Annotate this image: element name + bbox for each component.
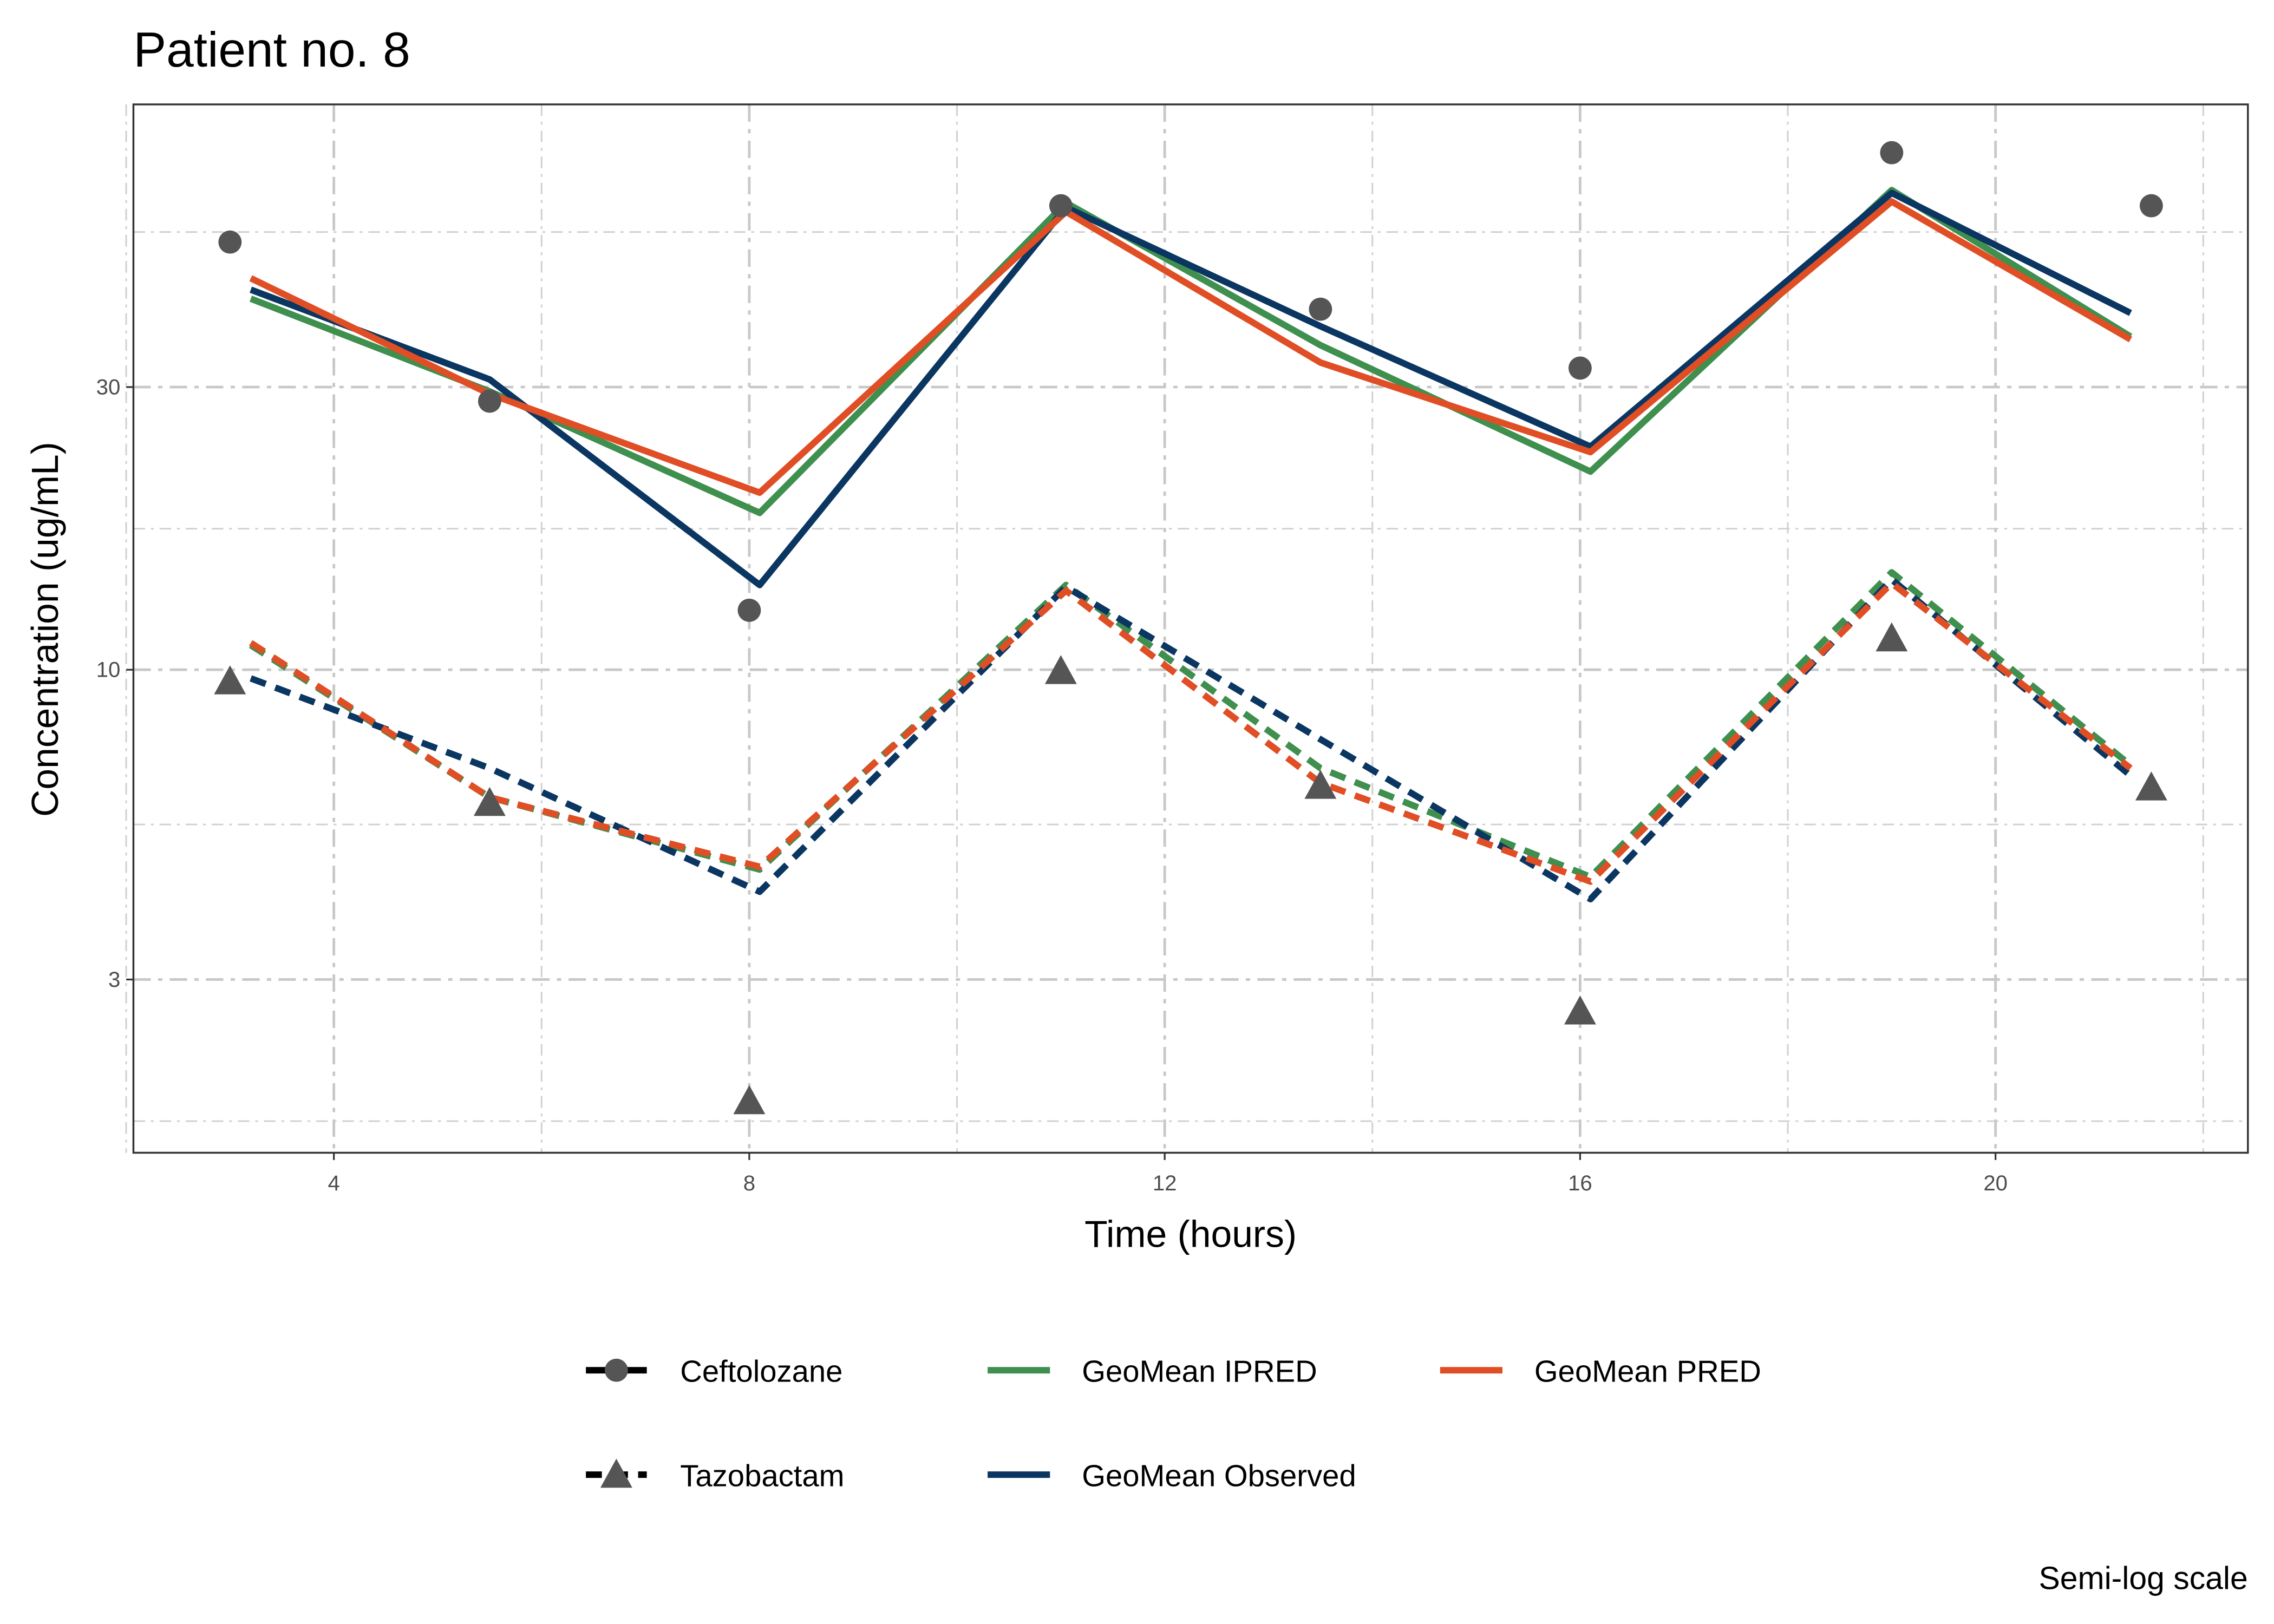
x-axis-label: Time (hours)	[1084, 1213, 1297, 1255]
ceftolozane-point	[478, 389, 501, 413]
ceftolozane-point	[2139, 194, 2163, 218]
caption: Semi-log scale	[2038, 1561, 2247, 1596]
x-tick-label: 16	[1568, 1171, 1592, 1195]
ceftolozane-point	[1049, 194, 1073, 218]
series-line-ceftolozane-geomean-pred	[249, 198, 2133, 496]
ceftolozane-point	[1880, 141, 1904, 165]
tazobactam-point	[1564, 995, 1596, 1025]
series-line-ceftolozane-geomean-observed	[250, 189, 2132, 588]
legend-circle-icon	[604, 1358, 628, 1382]
legend-label: Ceftolozane	[680, 1354, 842, 1389]
legend-label: GeoMean IPRED	[1082, 1354, 1317, 1389]
y-tick-label: 3	[108, 967, 120, 992]
legend-label: GeoMean PRED	[1534, 1354, 1761, 1389]
chart-title: Patient no. 8	[133, 23, 410, 77]
legend-triangle-icon	[600, 1458, 632, 1488]
tazobactam-point	[2135, 771, 2167, 801]
legend-label: Tazobactam	[680, 1459, 844, 1493]
series-lines	[249, 187, 2133, 902]
ceftolozane-point	[737, 598, 761, 622]
tazobactam-point	[733, 1085, 766, 1115]
tazobactam-point	[1876, 622, 1908, 652]
y-tick-label: 30	[96, 375, 121, 399]
x-tick-label: 12	[1153, 1171, 1177, 1195]
tazobactam-point	[1044, 655, 1077, 684]
ceftolozane-point	[1568, 356, 1592, 380]
y-axis: 3 10 30	[96, 375, 134, 992]
x-axis: 4 8 12 16 20	[328, 1152, 2008, 1195]
x-tick-label: 4	[328, 1171, 339, 1195]
tazobactam-point	[1304, 770, 1337, 799]
legend-label: GeoMean Observed	[1082, 1459, 1356, 1493]
y-axis-label: Concentration (ug/mL)	[24, 442, 66, 817]
ceftolozane-point	[1309, 297, 1332, 321]
y-tick-label: 10	[96, 658, 121, 682]
tazobactam-point	[214, 665, 246, 695]
ceftolozane-point	[218, 230, 242, 254]
series-line-tazobactam-geomean-ipred	[249, 569, 2133, 880]
x-tick-label: 8	[743, 1171, 755, 1195]
plot-panel-border	[132, 103, 2249, 1154]
x-tick-label: 20	[1983, 1171, 2008, 1195]
series-line-tazobactam-geomean-pred	[249, 580, 2133, 885]
observation-points	[214, 141, 2167, 1115]
legend: Ceftolozane Tazobactam GeoMean IPRED GeoMea…	[586, 1354, 1761, 1493]
tazobactam-point	[473, 787, 506, 816]
